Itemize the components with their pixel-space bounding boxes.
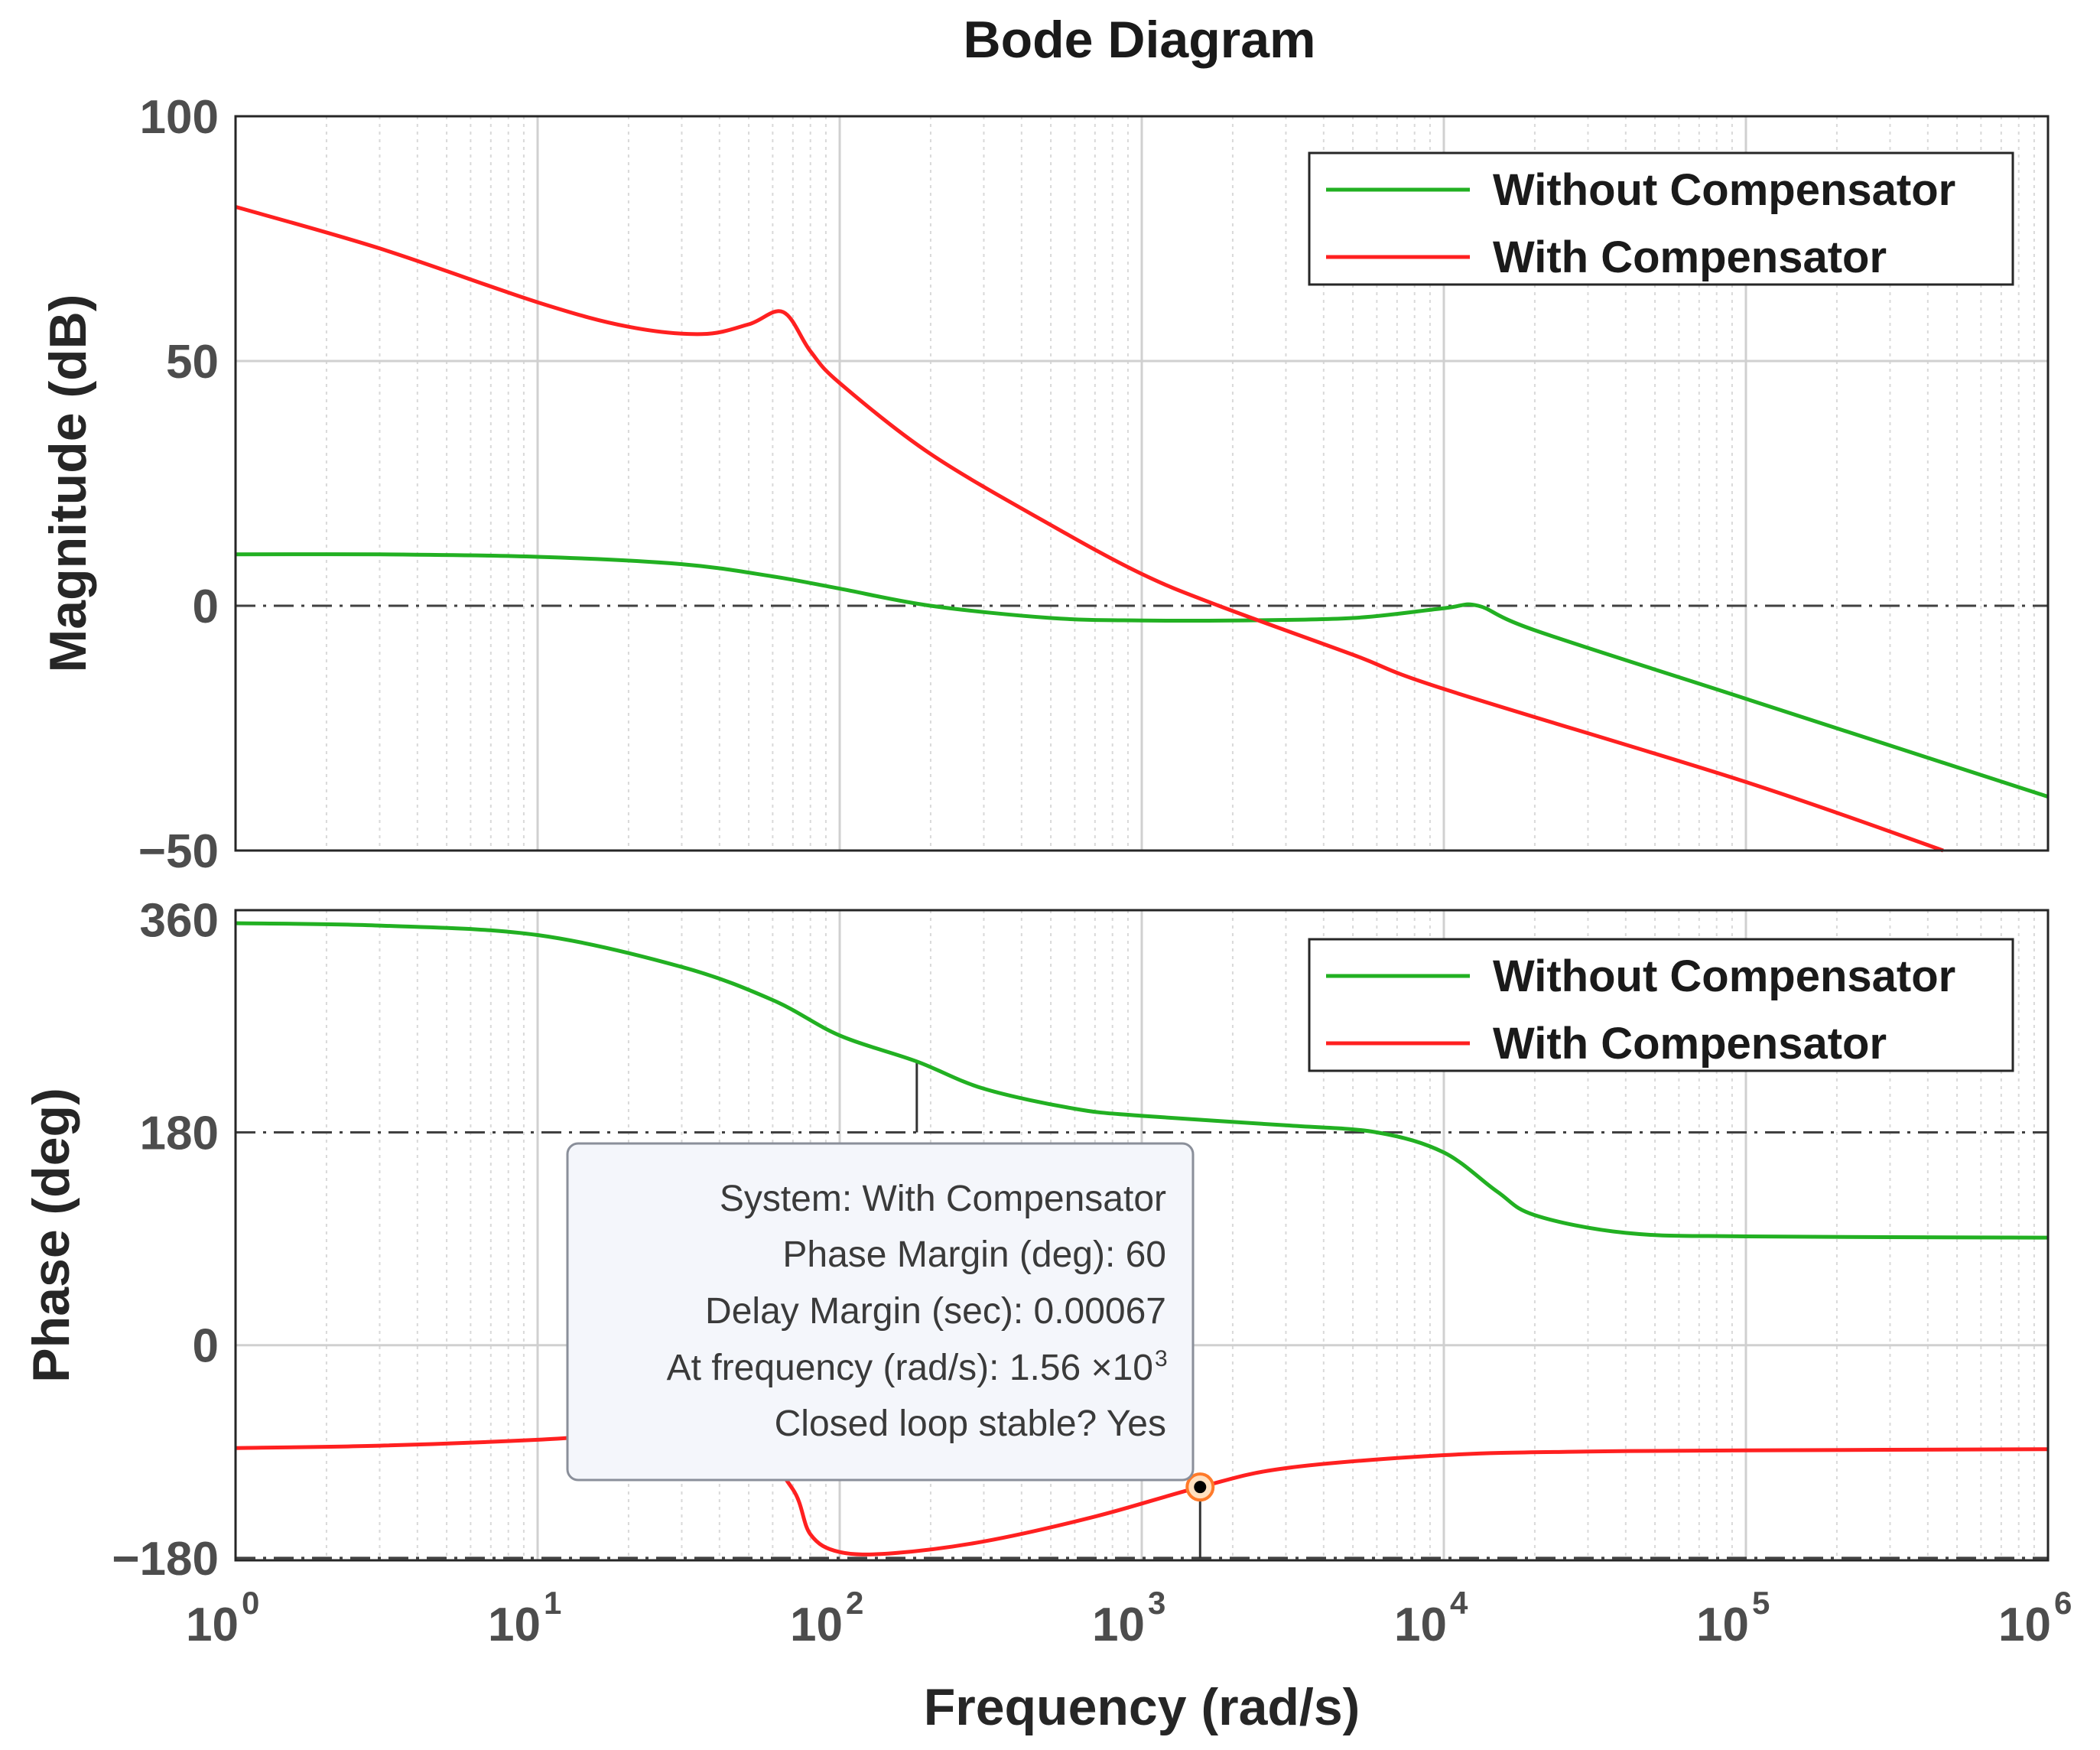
phase-axes-box [234,909,2050,1562]
phase-y-tick-label: −180 [112,1533,219,1586]
magnitude-panel: 100 50 0 −50 Magnitude (dB) Without Compens… [39,91,2050,878]
data-tip-delay-margin: Delay Margin (sec): 0.00067 [705,1291,1166,1332]
magnitude-line-without-compensator [235,552,2049,799]
x-tick-label-base: 10 [488,1599,541,1651]
magnitude-y-ticks: 100 50 0 −50 [138,91,219,878]
data-tip-frequency: At frequency (rad/s): 1.56 ×10 [667,1348,1153,1388]
magnitude-series [235,204,2049,853]
magnitude-axes-box [234,115,2050,852]
magnitude-y-axis-title: Magnitude (dB) [39,294,97,673]
magnitude-grid [236,116,2048,851]
phase-reference-lines [236,1131,2048,1560]
chart-title: Bode Diagram [964,11,1316,69]
x-tick-label-exponent: 0 [242,1585,259,1621]
x-tick-label-base: 10 [1696,1599,1749,1651]
data-tip-stability: Closed loop stable? Yes [775,1404,1166,1444]
magnitude-legend-box [1308,151,2014,286]
phase-legend-box [1308,938,2014,1072]
data-tip-box [566,1142,1195,1482]
magnitude-legend-label: Without Compensator [1493,165,1955,215]
x-tick-label-exponent: 4 [1450,1585,1468,1621]
phase-y-ticks: 360 180 0 −180 [112,894,219,1586]
phase-legend-label: Without Compensator [1493,951,1955,1001]
x-tick-label-base: 10 [1998,1599,2051,1651]
x-tick-label-base: 10 [186,1599,239,1651]
data-tip[interactable]: System: With Compensator Phase Margin (d… [566,1142,1195,1482]
x-tick-label-exponent: 5 [1752,1585,1770,1621]
magnitude-y-tick-label: 50 [166,336,219,389]
magnitude-legend: Without Compensator With Compensator [1308,151,2014,286]
phase-legend: Without Compensator With Compensator [1308,938,2014,1072]
x-axis-title: Frequency (rad/s) [924,1678,1360,1736]
magnitude-y-tick-label: −50 [138,825,219,878]
data-tip-marker-dot [1194,1481,1207,1494]
phase-x-ticks: 10 0 10 1 10 2 10 3 10 4 10 5 10 6 [186,1585,2072,1651]
magnitude-y-tick-label: 100 [140,91,219,144]
magnitude-y-tick-label: 0 [193,581,219,633]
phase-y-axis-title: Phase (deg) [22,1088,80,1382]
x-tick-label-base: 10 [790,1599,843,1651]
phase-y-tick-label: 360 [140,894,219,947]
x-tick-label-base: 10 [1092,1599,1145,1651]
x-tick-label-exponent: 6 [2054,1585,2072,1621]
magnitude-legend-label: With Compensator [1493,233,1887,282]
data-tip-phase-margin: Phase Margin (deg): 60 [782,1234,1166,1275]
x-tick-label-base: 10 [1394,1599,1447,1651]
x-tick-label-exponent: 3 [1148,1585,1165,1621]
x-tick-label-exponent: 1 [544,1585,561,1621]
phase-margin-marker [1185,1472,1215,1502]
data-tip-frequency-exponent: 3 [1155,1346,1168,1371]
data-tip-system: System: With Compensator [720,1179,1166,1219]
phase-y-tick-label: 180 [140,1108,219,1160]
phase-legend-label: With Compensator [1493,1019,1887,1069]
phase-line-without-compensator [235,921,2049,1240]
magnitude-line-with-compensator [235,204,1944,853]
x-tick-label-exponent: 2 [846,1585,863,1621]
phase-y-tick-label: 0 [193,1320,219,1373]
